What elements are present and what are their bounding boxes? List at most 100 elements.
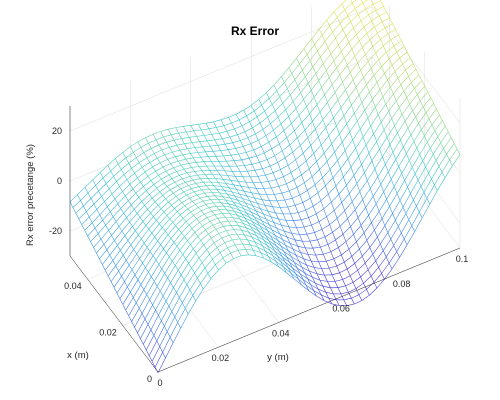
mesh-segment (168, 196, 177, 203)
mesh-segment (114, 230, 123, 241)
mesh-segment (191, 222, 200, 229)
mesh-segment (219, 192, 228, 195)
mesh-segment (185, 295, 194, 309)
mesh-segment (410, 134, 415, 142)
mesh-segment (248, 232, 257, 237)
mesh-segment (309, 50, 318, 61)
mesh-segment (214, 138, 223, 141)
mesh-segment (237, 181, 242, 187)
mesh-segment (234, 195, 243, 199)
mesh-segment (339, 123, 348, 135)
mesh-segment (398, 213, 407, 227)
mesh-segment (310, 136, 319, 146)
mesh-segment (185, 258, 189, 264)
mesh-segment (237, 131, 246, 135)
mesh-segment (194, 272, 198, 279)
mesh-segment (181, 202, 186, 206)
mesh-segment (251, 99, 259, 106)
mesh-segment (428, 172, 432, 180)
mesh-segment (360, 70, 364, 78)
mesh-segment (188, 137, 193, 143)
mesh-segment (211, 134, 215, 141)
mesh-segment (339, 23, 344, 30)
mesh-segment (246, 149, 254, 153)
mesh-segment (167, 234, 172, 239)
mesh-segment (277, 240, 286, 246)
mesh-segment (189, 194, 198, 199)
mesh-segment (230, 180, 239, 182)
mesh-segment (277, 255, 281, 262)
mesh-segment (303, 99, 307, 107)
mesh-segment (429, 190, 438, 205)
mesh-segment (250, 211, 259, 216)
mesh-segment (305, 66, 314, 77)
mesh-segment (221, 213, 226, 218)
mesh-segment (295, 273, 299, 280)
mesh-segment (111, 186, 120, 195)
mesh-segment (281, 193, 285, 201)
mesh-segment (294, 205, 299, 213)
mesh-segment (219, 209, 223, 214)
mesh-segment (344, 58, 348, 66)
mesh-segment (355, 288, 360, 295)
mesh-segment (223, 122, 232, 126)
mesh-segment (262, 245, 266, 252)
mesh-segment (281, 190, 290, 194)
mesh-segment (360, 225, 365, 234)
mesh-segment (222, 196, 226, 201)
mesh-segment (228, 148, 236, 150)
mesh-segment (94, 219, 103, 229)
mesh-segment (224, 170, 228, 176)
mesh-segment (345, 35, 350, 43)
mesh-segment (211, 161, 215, 167)
mesh-segment (123, 174, 128, 180)
mesh-segment (224, 216, 229, 222)
mesh-segment (387, 232, 392, 240)
mesh-segment (268, 136, 277, 143)
mesh-segment (289, 243, 294, 250)
mesh-segment (154, 352, 163, 368)
mesh-segment (231, 207, 240, 211)
mesh-segment (134, 262, 143, 275)
mesh-segment (305, 76, 309, 84)
mesh-segment (370, 267, 379, 277)
mesh-segment (296, 182, 305, 188)
mesh-segment (301, 284, 310, 292)
mesh-segment (300, 92, 304, 100)
mesh-segment (173, 242, 178, 247)
mesh-segment (281, 76, 285, 83)
mesh-segment (195, 200, 204, 205)
mesh-segment (253, 146, 262, 151)
mesh-segment (274, 250, 278, 257)
mesh-segment (369, 82, 378, 93)
mesh-segment (392, 151, 397, 160)
mesh-segment (373, 66, 382, 76)
mesh-segment (261, 220, 270, 225)
mesh-segment (200, 156, 205, 162)
mesh-segment (407, 116, 416, 129)
mesh-segment (197, 152, 202, 158)
mesh-segment (206, 242, 215, 250)
mesh-segment (328, 67, 337, 78)
mesh-segment (338, 241, 347, 248)
mesh-segment (149, 157, 158, 163)
mesh-segment (282, 144, 290, 152)
mesh-segment (238, 115, 247, 121)
mesh-segment (290, 172, 295, 181)
mesh-segment (305, 284, 314, 291)
mesh-segment (151, 361, 156, 368)
mesh-segment (331, 133, 340, 145)
mesh-segment (72, 207, 77, 214)
mesh-segment (263, 240, 272, 246)
mesh-segment (107, 158, 116, 166)
mesh-segment (261, 199, 266, 206)
mesh-segment (197, 236, 202, 241)
mesh-segment (187, 147, 196, 149)
mesh-segment (241, 158, 250, 161)
mesh-segment (358, 294, 363, 301)
mesh-segment (198, 122, 206, 125)
mesh-segment (339, 268, 348, 274)
mesh-segment (173, 140, 178, 146)
mesh-segment (428, 118, 433, 125)
mesh-segment (392, 213, 396, 221)
